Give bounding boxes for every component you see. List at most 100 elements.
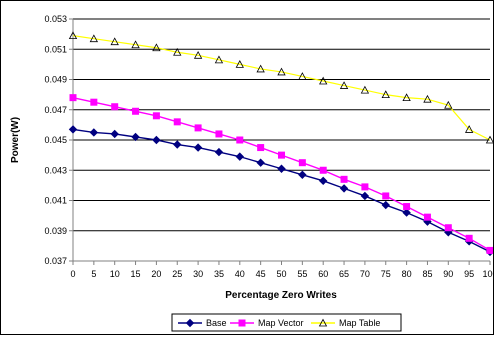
- x-tick-label: 80: [402, 269, 412, 279]
- point-marker: [256, 158, 265, 167]
- series-line: [72, 35, 491, 141]
- point-marker: [90, 98, 98, 106]
- series-group: [68, 31, 494, 257]
- point-marker: [278, 151, 285, 159]
- point-marker: [277, 164, 286, 173]
- series-map-table: [68, 31, 494, 144]
- point-marker: [235, 152, 245, 161]
- point-marker: [68, 31, 78, 40]
- point-marker: [110, 37, 119, 46]
- point-marker: [298, 159, 306, 167]
- line-chart: 0.037 0.039 0.041 0.043 0.045 0.047 0.049 0.051…: [10, 14, 494, 332]
- y-tick-label: 0.039: [44, 226, 67, 236]
- point-marker: [298, 170, 307, 179]
- point-marker: [110, 129, 119, 139]
- x-tick-label: 40: [235, 269, 245, 279]
- point-marker: [173, 118, 181, 126]
- point-marker: [381, 200, 390, 210]
- y-tick-label: 0.049: [44, 75, 67, 85]
- x-tick-label: 85: [422, 269, 432, 279]
- point-marker: [382, 192, 390, 200]
- point-marker: [360, 191, 370, 201]
- point-marker: [257, 144, 265, 152]
- x-tick-label: 0: [70, 269, 75, 279]
- x-tick-label: 30: [193, 269, 203, 279]
- point-marker: [185, 318, 195, 328]
- y-tick-label: 0.043: [44, 165, 67, 175]
- x-axis-label: Percentage Zero Writes: [225, 290, 337, 301]
- point-marker: [298, 72, 307, 80]
- legend-item: Base: [178, 318, 227, 328]
- x-tick-label: 100: [482, 269, 493, 279]
- point-marker: [152, 112, 160, 120]
- legend-item: Map Table: [311, 318, 380, 328]
- y-tick-label: 0.047: [44, 105, 67, 115]
- legend-label: Map Vector: [258, 318, 304, 328]
- point-marker: [318, 176, 328, 186]
- x-tick-label: 35: [214, 269, 224, 279]
- point-marker: [319, 76, 328, 85]
- point-marker: [423, 94, 432, 103]
- point-marker: [193, 50, 203, 59]
- x-tick-label: 45: [256, 269, 266, 279]
- point-marker: [465, 234, 473, 242]
- point-marker: [339, 184, 349, 193]
- point-marker: [152, 135, 161, 145]
- point-marker: [381, 90, 390, 99]
- series-map-vector: [69, 94, 494, 254]
- y-tick-label: 0.045: [44, 135, 67, 145]
- point-marker: [69, 94, 77, 102]
- x-tick-label: 70: [360, 269, 370, 279]
- point-marker: [444, 100, 453, 109]
- point-marker: [238, 319, 246, 327]
- point-marker: [403, 203, 411, 211]
- point-marker: [235, 60, 244, 68]
- x-tick-label: 15: [131, 269, 141, 279]
- point-marker: [131, 40, 140, 49]
- point-marker: [89, 34, 99, 43]
- x-tick-label: 65: [339, 269, 349, 279]
- point-marker: [444, 224, 452, 232]
- x-tick-label: 25: [172, 269, 182, 279]
- point-marker: [131, 132, 140, 142]
- point-marker: [193, 143, 203, 152]
- point-marker: [486, 246, 494, 254]
- legend-item: Map Vector: [230, 318, 304, 328]
- legend: Base Map Vector Map Table: [171, 313, 402, 332]
- point-marker: [214, 55, 224, 64]
- x-tick-labels: 0 5 10 15 20 25 30 35 40 45 50 55 60 65 70 75 80 85 90 95 10…: [70, 269, 494, 279]
- point-marker: [236, 136, 244, 144]
- x-tick-label: 95: [464, 269, 474, 279]
- point-marker: [132, 107, 140, 115]
- x-tick-label: 10: [110, 269, 120, 279]
- point-marker: [319, 166, 327, 174]
- point-marker: [89, 128, 99, 137]
- x-tick-label: 75: [381, 269, 391, 279]
- point-marker: [464, 125, 474, 133]
- x-tick-label: 60: [318, 269, 328, 279]
- x-tick-label: 20: [151, 269, 161, 279]
- point-marker: [402, 208, 411, 217]
- point-marker: [256, 64, 265, 73]
- point-marker: [68, 125, 78, 134]
- point-marker: [173, 140, 182, 149]
- point-marker: [361, 183, 369, 191]
- point-marker: [111, 103, 119, 111]
- point-marker: [215, 130, 223, 138]
- point-marker: [340, 175, 348, 183]
- point-marker: [402, 93, 411, 102]
- point-marker: [485, 135, 494, 144]
- point-marker: [152, 43, 161, 52]
- x-tick-label: 50: [276, 269, 286, 279]
- point-marker: [194, 124, 202, 132]
- y-axis-label: Power(W): [10, 117, 21, 163]
- y-tick-label: 0.053: [44, 14, 67, 24]
- x-tick-label: 90: [443, 269, 453, 279]
- point-marker: [423, 213, 431, 221]
- legend-label: Map Table: [339, 318, 380, 328]
- legend-box: [171, 313, 402, 332]
- y-tick-label: 0.041: [44, 196, 67, 206]
- point-marker: [339, 81, 349, 89]
- y-tick-label: 0.037: [44, 256, 67, 266]
